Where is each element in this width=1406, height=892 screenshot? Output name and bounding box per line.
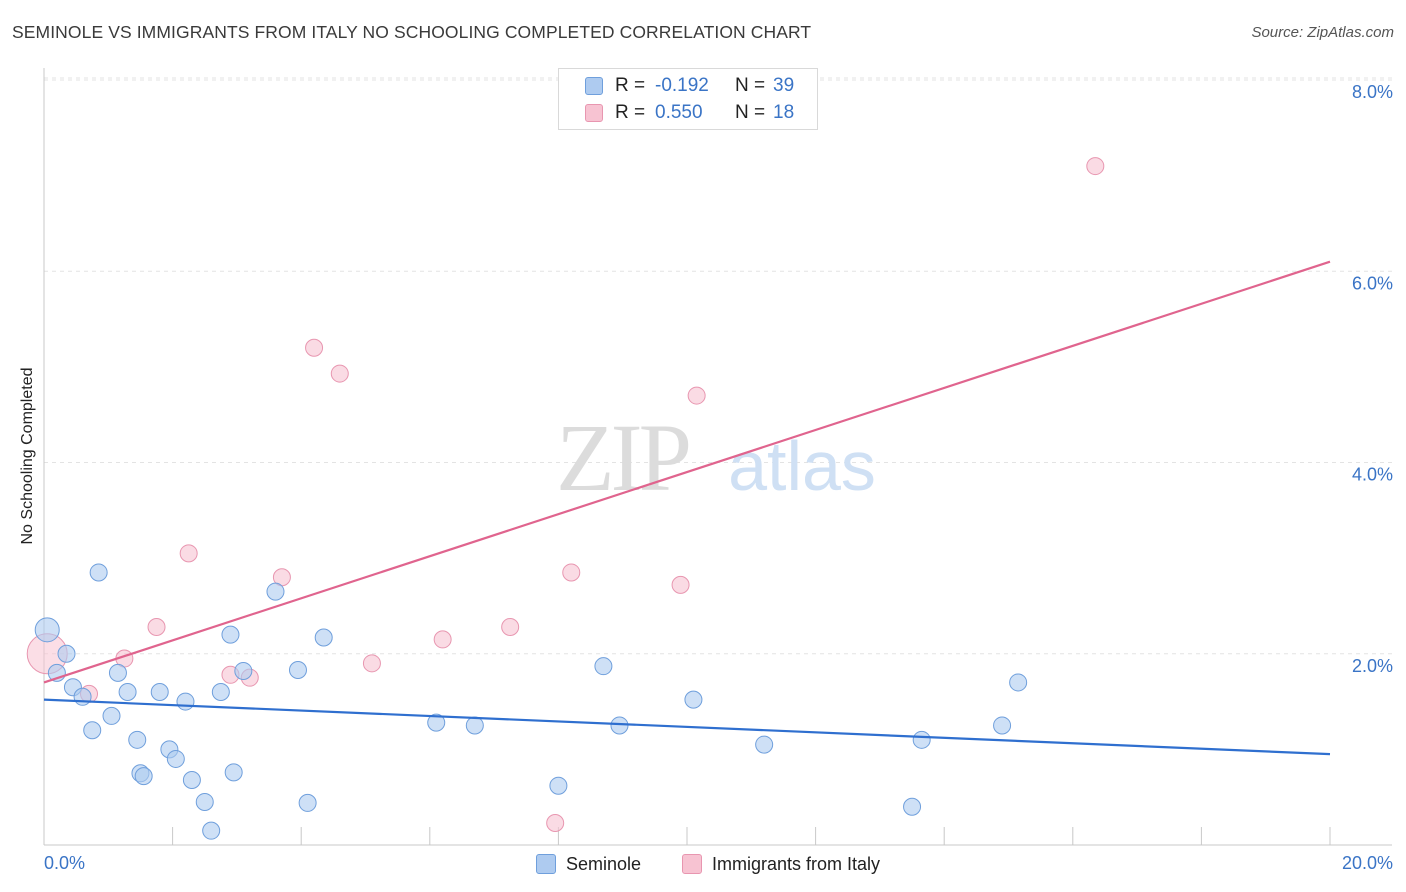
seminole-point bbox=[234, 661, 253, 680]
seminole-point bbox=[684, 690, 703, 709]
italy-point bbox=[362, 654, 381, 673]
italy-point bbox=[330, 364, 349, 383]
seminole-point bbox=[195, 792, 214, 811]
italy-point bbox=[1086, 157, 1105, 176]
legend-swatch-italy bbox=[585, 104, 603, 122]
italy-point bbox=[433, 630, 452, 649]
italy-point bbox=[305, 338, 324, 357]
seminole-point bbox=[134, 767, 153, 786]
seminole-point bbox=[202, 821, 221, 840]
seminole-point bbox=[1009, 673, 1028, 692]
seminole-point bbox=[465, 716, 484, 735]
seminole-point bbox=[128, 730, 147, 749]
seminole-point bbox=[89, 563, 108, 582]
italy-point bbox=[501, 617, 520, 636]
tick-labels: 2.0% 4.0% 6.0% 8.0% 0.0% 20.0% bbox=[44, 82, 1393, 873]
seminole-point bbox=[73, 687, 92, 706]
seminole-point bbox=[298, 793, 317, 812]
seminole-point bbox=[102, 706, 121, 725]
bottom-legend-swatch-seminole bbox=[536, 854, 556, 874]
seminole-point bbox=[108, 663, 127, 682]
italy-point bbox=[546, 814, 565, 833]
seminole-point bbox=[221, 625, 240, 644]
x-tick-label: 0.0% bbox=[44, 853, 85, 873]
chart-title: SEMINOLE VS IMMIGRANTS FROM ITALY NO SCH… bbox=[12, 22, 812, 42]
italy-point bbox=[671, 575, 690, 594]
gridlines bbox=[44, 77, 1392, 655]
seminole-point bbox=[83, 721, 102, 740]
y-tick-label: 6.0% bbox=[1352, 273, 1393, 293]
legend-n-value: 39 bbox=[773, 75, 795, 96]
italy-trend-line bbox=[43, 260, 1331, 684]
y-axis-label: No Schooling Completed bbox=[19, 367, 36, 545]
seminole-point bbox=[34, 617, 60, 643]
italy-point bbox=[562, 563, 581, 582]
legend-r-label: R = bbox=[615, 75, 646, 96]
seminole-point bbox=[166, 749, 185, 768]
seminole-point bbox=[288, 661, 307, 680]
seminole-point bbox=[224, 763, 243, 782]
legend-n-value: 18 bbox=[773, 102, 795, 123]
legend-n-label: N = bbox=[735, 75, 766, 96]
seminole-point bbox=[594, 657, 613, 676]
seminole-point bbox=[912, 730, 931, 749]
seminole-point bbox=[150, 683, 169, 701]
seminole-point bbox=[211, 683, 230, 701]
seminole-point bbox=[266, 582, 285, 601]
bottom-legend-italy: Immigrants from Italy bbox=[682, 852, 880, 876]
bottom-legend-swatch-italy bbox=[682, 854, 702, 874]
legend-row-italy: R = 0.550 N = 18 bbox=[585, 101, 794, 125]
y-tick-label: 2.0% bbox=[1352, 656, 1393, 676]
legend-n-label: N = bbox=[735, 102, 766, 123]
seminole-point bbox=[182, 770, 201, 789]
bottom-legend-seminole: Seminole bbox=[536, 852, 641, 876]
trend-lines bbox=[43, 260, 1331, 756]
seminole-point bbox=[176, 692, 195, 711]
seminole-point bbox=[903, 797, 922, 816]
axes bbox=[43, 68, 1392, 846]
watermark-atlas: atlas bbox=[728, 427, 876, 505]
seminole-point bbox=[610, 716, 629, 735]
seminole-point bbox=[755, 735, 774, 754]
legend-row-seminole: R = -0.192 N = 39 bbox=[585, 74, 794, 98]
seminole-point bbox=[549, 776, 568, 795]
seminole-point bbox=[993, 716, 1012, 735]
y-tick-label: 8.0% bbox=[1352, 82, 1393, 102]
seminole-trend-line bbox=[43, 698, 1331, 756]
correlation-legend: R = -0.192 N = 39 R = 0.550 N = 18 bbox=[558, 68, 818, 130]
italy-point bbox=[179, 544, 198, 563]
source-label: Source: ZipAtlas.com bbox=[1251, 24, 1394, 41]
legend-swatch-seminole bbox=[585, 77, 603, 95]
watermark-zip: ZIP bbox=[556, 404, 689, 511]
italy-point bbox=[687, 386, 706, 405]
legend-r-value: 0.550 bbox=[655, 102, 703, 123]
italy-point bbox=[147, 617, 166, 636]
seminole-point bbox=[118, 683, 137, 701]
bottom-legend-label-seminole: Seminole bbox=[566, 853, 642, 874]
series-seminole-points bbox=[34, 563, 1028, 840]
seminole-point bbox=[314, 628, 333, 647]
y-tick-label: 4.0% bbox=[1352, 465, 1393, 485]
bottom-legend-label-italy: Immigrants from Italy bbox=[712, 853, 881, 874]
seminole-point bbox=[427, 713, 446, 732]
x-tick-label: 20.0% bbox=[1342, 853, 1393, 873]
legend-r-label: R = bbox=[615, 102, 646, 123]
legend-r-value: -0.192 bbox=[655, 75, 709, 96]
seminole-point bbox=[57, 644, 76, 663]
